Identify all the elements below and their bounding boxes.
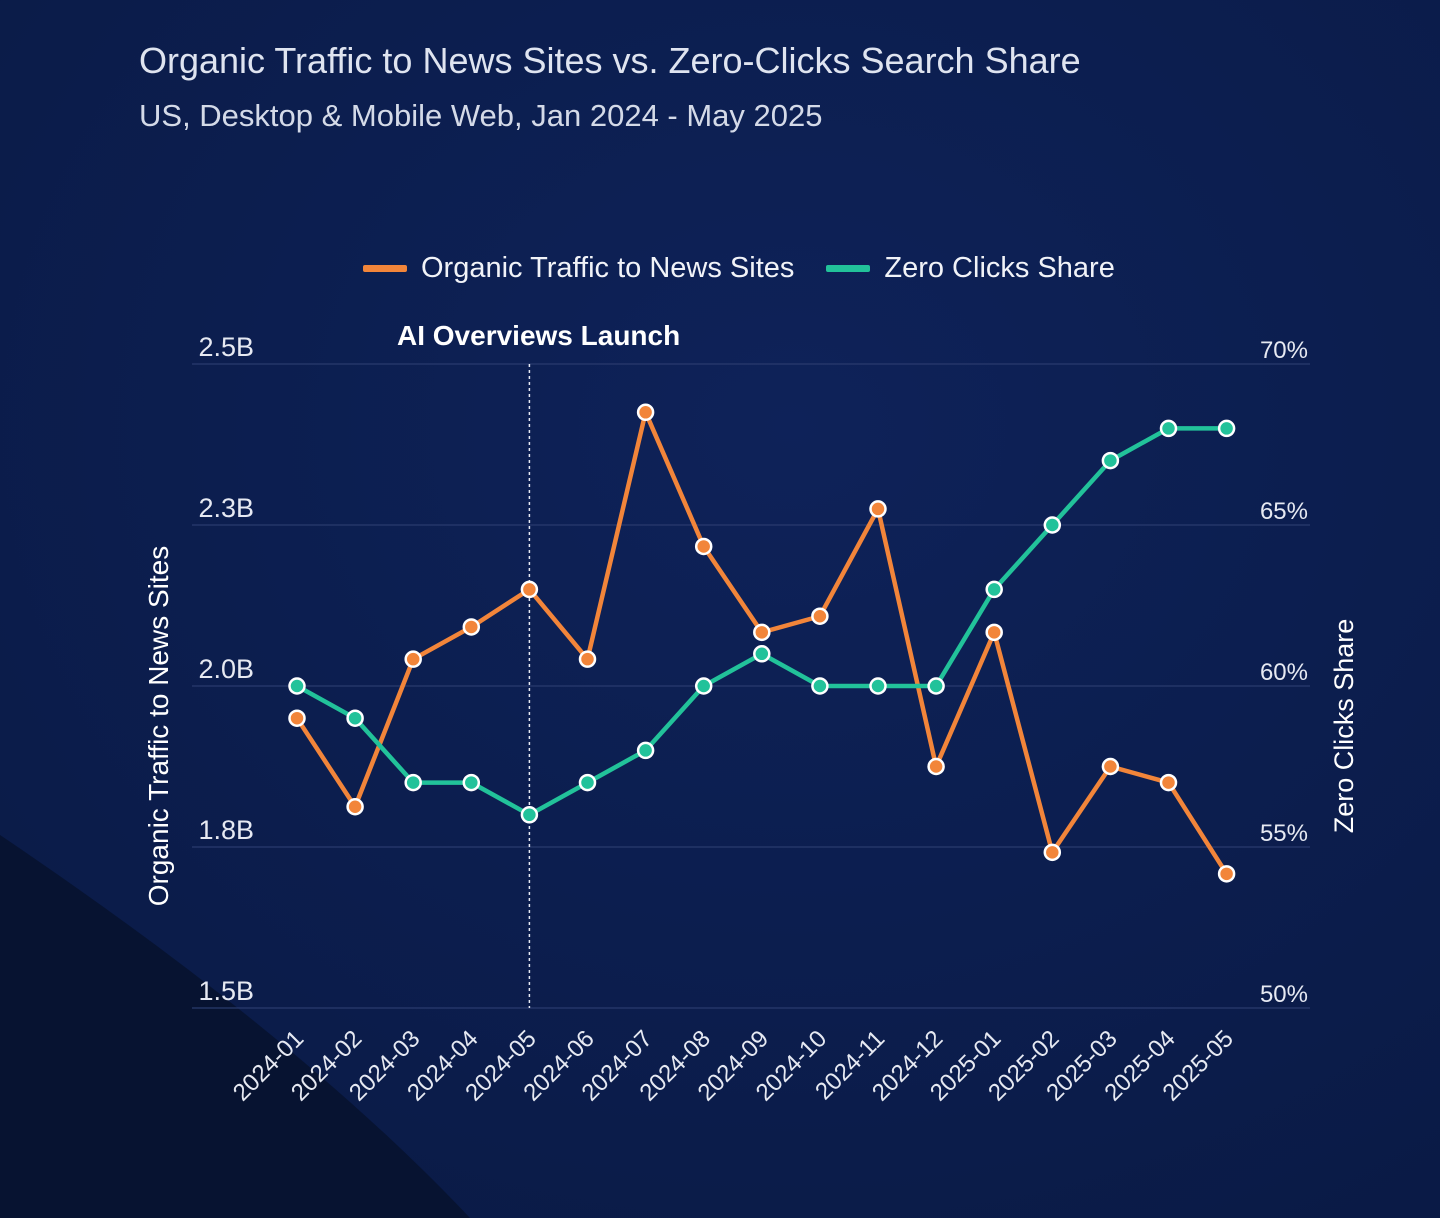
data-point-zero-clicks — [694, 677, 713, 695]
legend-item-zero-clicks: Zero Clicks Share — [826, 251, 1115, 285]
data-point-zero-clicks — [869, 677, 887, 695]
legend-label-zero-clicks: Zero Clicks Share — [884, 251, 1115, 284]
legend-swatch-zero-clicks — [826, 264, 871, 272]
y-tick-label: 1.8B — [198, 815, 254, 845]
data-point-traffic — [636, 403, 655, 422]
series-layer — [288, 403, 1236, 883]
data-point-zero-clicks — [985, 580, 1003, 599]
grid-layer — [192, 363, 1310, 1009]
background-swoosh — [0, 835, 470, 1218]
annotation-label: AI Overviews Launch — [397, 320, 680, 351]
legend-item-traffic: Organic Traffic to News Sites — [363, 252, 794, 285]
data-point-traffic — [1159, 773, 1178, 792]
data-point-traffic — [811, 607, 829, 625]
data-point-traffic — [346, 798, 364, 816]
data-point-zero-clicks — [753, 645, 771, 663]
y2-tick-label: 65% — [1260, 498, 1308, 525]
legend-label-traffic: Organic Traffic to News Sites — [421, 251, 795, 284]
chart-title: Organic Traffic to News Sites vs. Zero-C… — [139, 40, 1081, 81]
data-point-traffic — [985, 623, 1003, 642]
data-point-zero-clicks — [404, 773, 422, 792]
data-point-zero-clicks — [1217, 419, 1236, 438]
y-axis-title: Organic Traffic to News Sites — [143, 546, 174, 907]
data-point-zero-clicks — [578, 773, 597, 792]
data-point-zero-clicks — [1043, 516, 1062, 534]
annotation-layer: AI Overviews Launch — [397, 320, 680, 1008]
y2-tick-label: 55% — [1260, 820, 1308, 847]
legend-swatch-traffic — [363, 264, 407, 272]
data-point-zero-clicks — [811, 677, 829, 695]
y2-tick-label: 50% — [1260, 981, 1308, 1008]
chart-subtitle: US, Desktop & Mobile Web, Jan 2024 - May… — [139, 98, 823, 133]
data-point-traffic — [927, 757, 945, 776]
data-point-traffic — [462, 618, 481, 636]
data-point-traffic — [869, 500, 887, 518]
y-tick-label: 1.5B — [198, 976, 254, 1006]
y-tick-label: 2.5B — [198, 332, 254, 362]
y-tick-label: 2.3B — [198, 493, 254, 523]
data-point-traffic — [578, 650, 597, 668]
y2-axis-title: Zero Clicks Share — [1329, 619, 1359, 834]
data-point-traffic — [404, 650, 422, 668]
data-point-zero-clicks — [1159, 419, 1178, 438]
data-point-traffic — [694, 537, 713, 556]
legend: Organic Traffic to News Sites Zero Click… — [363, 248, 1115, 288]
data-point-zero-clicks — [927, 677, 945, 695]
data-point-zero-clicks — [636, 741, 655, 760]
data-point-traffic — [1217, 865, 1236, 883]
data-point-traffic — [1101, 757, 1120, 776]
data-point-traffic — [1043, 843, 1062, 862]
data-point-traffic — [520, 580, 539, 599]
data-point-zero-clicks — [288, 677, 306, 695]
y-tick-label: 2.0B — [198, 654, 254, 684]
data-point-zero-clicks — [346, 709, 364, 727]
data-point-zero-clicks — [1101, 451, 1120, 470]
y2-tick-label: 70% — [1260, 337, 1308, 364]
data-point-traffic — [753, 623, 771, 642]
data-point-traffic — [288, 709, 306, 727]
data-point-zero-clicks — [520, 806, 539, 824]
data-point-zero-clicks — [462, 773, 481, 792]
y2-tick-label: 60% — [1260, 659, 1308, 686]
